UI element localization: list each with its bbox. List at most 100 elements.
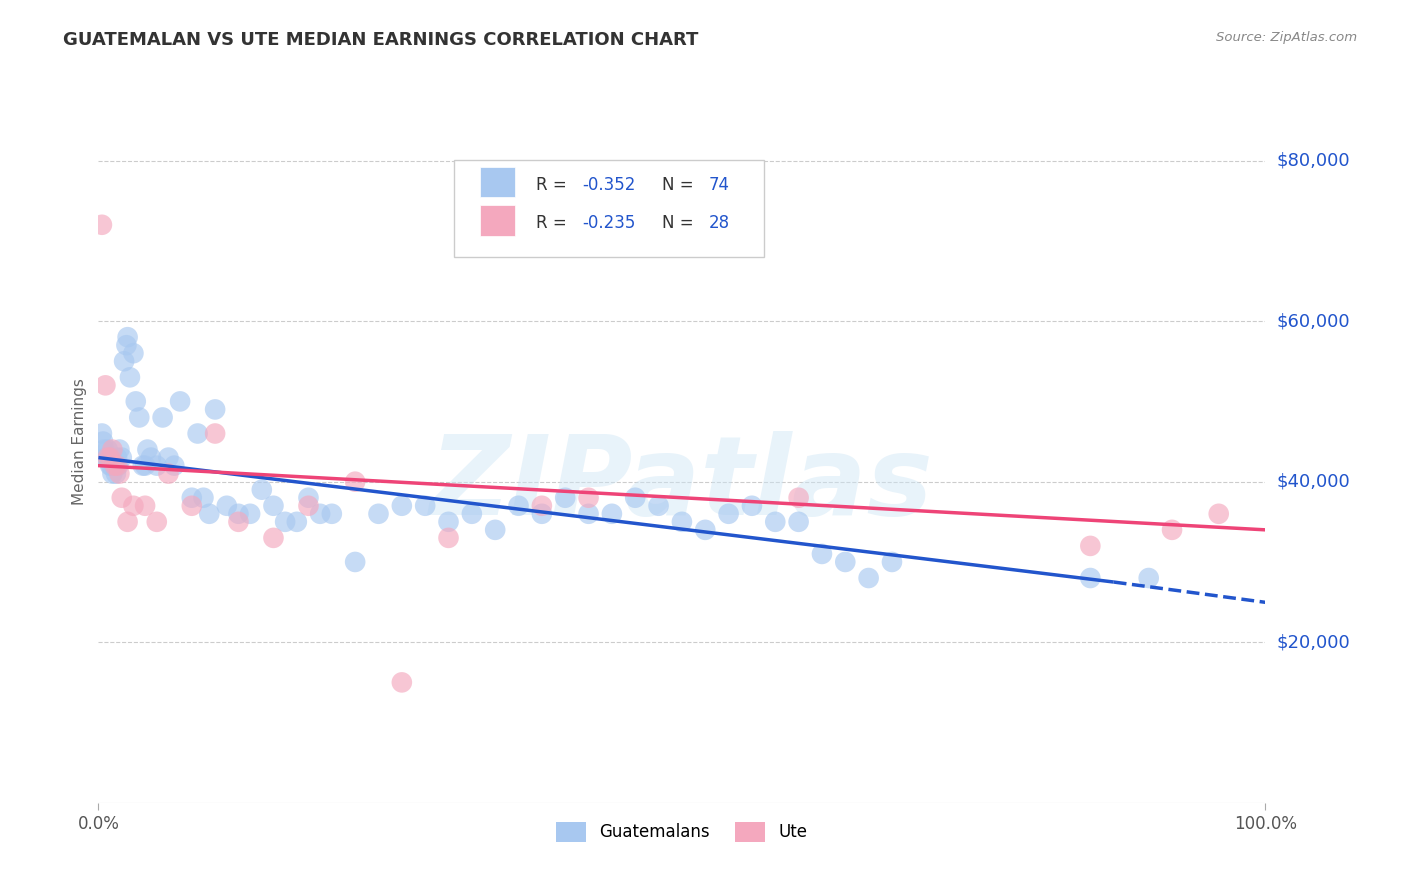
Text: N =: N = — [662, 214, 699, 232]
Point — [250, 483, 273, 497]
Point — [204, 426, 226, 441]
Point — [1161, 523, 1184, 537]
Point — [103, 454, 125, 468]
FancyBboxPatch shape — [479, 205, 515, 235]
Point — [437, 531, 460, 545]
Point — [413, 499, 436, 513]
Point — [187, 426, 209, 441]
Point — [344, 475, 367, 489]
Point — [108, 467, 131, 481]
Point — [122, 346, 145, 360]
Point — [111, 491, 134, 505]
Point — [647, 499, 669, 513]
Point — [344, 555, 367, 569]
Point — [111, 450, 134, 465]
Point — [437, 515, 460, 529]
Point — [811, 547, 834, 561]
Point — [115, 338, 138, 352]
Point — [139, 450, 162, 465]
Point — [624, 491, 647, 505]
Point — [578, 507, 600, 521]
Text: R =: R = — [536, 176, 572, 194]
Point — [1080, 539, 1102, 553]
Point — [94, 450, 117, 465]
Point — [193, 491, 215, 505]
Point — [118, 370, 141, 384]
Point — [1137, 571, 1160, 585]
Point — [391, 675, 413, 690]
Point — [763, 515, 786, 529]
Point — [180, 491, 202, 505]
Point — [834, 555, 856, 569]
Point — [132, 458, 155, 473]
Text: $60,000: $60,000 — [1277, 312, 1350, 330]
Point — [152, 410, 174, 425]
FancyBboxPatch shape — [479, 167, 515, 197]
Point — [105, 450, 128, 465]
Text: $80,000: $80,000 — [1277, 152, 1350, 169]
Point — [105, 458, 128, 473]
Text: GUATEMALAN VS UTE MEDIAN EARNINGS CORRELATION CHART: GUATEMALAN VS UTE MEDIAN EARNINGS CORREL… — [63, 31, 699, 49]
Point — [136, 442, 159, 457]
FancyBboxPatch shape — [454, 160, 763, 257]
Point — [100, 458, 122, 473]
Text: R =: R = — [536, 214, 572, 232]
Point — [91, 434, 114, 449]
Point — [93, 442, 115, 457]
Point — [104, 467, 127, 481]
Point — [274, 515, 297, 529]
Point — [98, 450, 121, 465]
Point — [157, 450, 180, 465]
Point — [108, 442, 131, 457]
Point — [146, 515, 169, 529]
Point — [215, 499, 238, 513]
Point — [157, 467, 180, 481]
Text: Source: ZipAtlas.com: Source: ZipAtlas.com — [1216, 31, 1357, 45]
Point — [1080, 571, 1102, 585]
Point — [97, 450, 120, 465]
Point — [391, 499, 413, 513]
Point — [484, 523, 506, 537]
Point — [128, 410, 150, 425]
Point — [741, 499, 763, 513]
Point — [98, 458, 121, 473]
Point — [146, 458, 169, 473]
Point — [97, 450, 120, 465]
Point — [117, 330, 139, 344]
Point — [163, 458, 186, 473]
Point — [239, 507, 262, 521]
Point — [125, 394, 148, 409]
Point — [198, 507, 221, 521]
Point — [169, 394, 191, 409]
Point — [134, 499, 156, 513]
Point — [101, 442, 124, 457]
Text: 74: 74 — [709, 176, 730, 194]
Text: ZIPatlas: ZIPatlas — [430, 432, 934, 539]
Point — [787, 515, 810, 529]
Point — [367, 507, 389, 521]
Point — [90, 426, 112, 441]
Point — [101, 467, 124, 481]
Point — [180, 499, 202, 513]
Point — [228, 515, 250, 529]
Point — [134, 458, 156, 473]
Y-axis label: Median Earnings: Median Earnings — [72, 378, 87, 505]
Point — [96, 450, 118, 465]
Point — [508, 499, 530, 513]
Text: $40,000: $40,000 — [1277, 473, 1350, 491]
Point — [204, 402, 226, 417]
Point — [297, 491, 319, 505]
Point — [671, 515, 693, 529]
Point — [880, 555, 903, 569]
Point — [94, 378, 117, 392]
Point — [309, 507, 332, 521]
Text: -0.235: -0.235 — [582, 214, 636, 232]
Point — [321, 507, 343, 521]
Point — [717, 507, 740, 521]
Point — [554, 491, 576, 505]
Text: $20,000: $20,000 — [1277, 633, 1350, 651]
Point — [107, 458, 129, 473]
Text: N =: N = — [662, 176, 699, 194]
Point — [262, 499, 284, 513]
Point — [122, 499, 145, 513]
